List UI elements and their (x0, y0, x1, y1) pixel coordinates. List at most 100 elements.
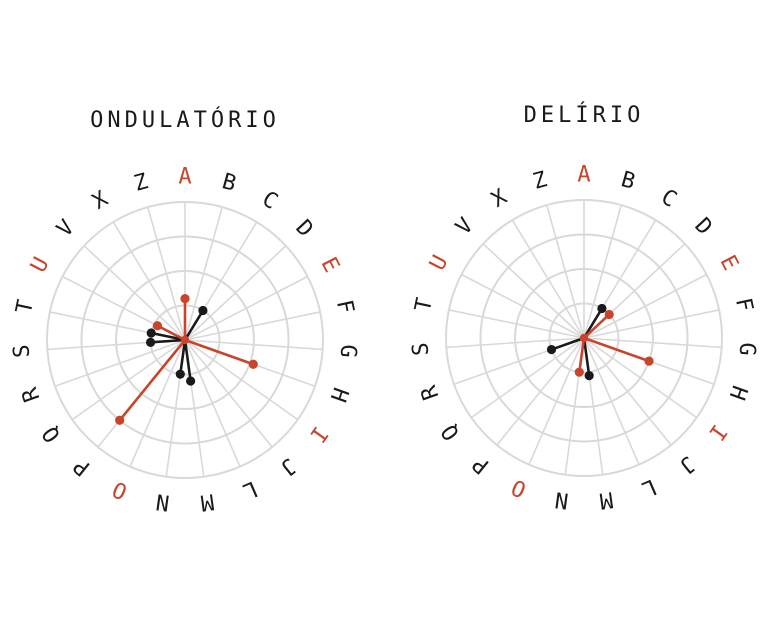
letter-label-h: H (724, 382, 752, 403)
letter-label-j: J (674, 451, 700, 479)
stroke-line-n (179, 338, 187, 376)
letter-label-g: G (335, 344, 361, 359)
stroke-dot-u (152, 321, 163, 331)
letter-label-m: M (199, 488, 216, 515)
letter-label-d: D (689, 213, 716, 240)
letter-label-x: X (487, 184, 512, 213)
word-title: ONDULATÓRIO (90, 107, 280, 133)
letter-label-e: E (715, 251, 743, 274)
letter-label-g: G (734, 342, 760, 357)
grid-spoke (583, 337, 640, 465)
grid-spoke (583, 309, 720, 339)
center-dot (579, 333, 589, 343)
letter-strokes (546, 303, 654, 381)
grid-spoke (545, 204, 585, 339)
stroke-dot-r (546, 344, 557, 355)
grid-spoke (146, 206, 186, 341)
letter-label-j: J (275, 453, 301, 481)
grid-spoke (511, 219, 585, 339)
grid-spoke (184, 339, 241, 467)
letter-label-m: M (598, 486, 615, 513)
stroke-dot-s (145, 337, 156, 347)
stroke-dot-n (574, 367, 584, 377)
stroke-dot-m (584, 370, 594, 381)
grid-spoke (184, 339, 299, 421)
stroke-dot-m (186, 376, 196, 386)
grid-spoke (583, 337, 698, 419)
letter-label-u: U (425, 251, 453, 274)
letter-label-v: V (451, 213, 478, 240)
letter-label-t: T (411, 296, 438, 314)
grid-spoke (184, 339, 273, 448)
stroke-line-h (183, 338, 255, 366)
grid-spoke (184, 206, 224, 341)
letter-label-z: Z (530, 167, 550, 195)
letter-label-o: O (109, 475, 131, 503)
grid-spoke (129, 339, 186, 467)
stroke-line-d (582, 313, 611, 340)
stroke-dot-t (146, 328, 156, 338)
letter-label-s: S (9, 344, 35, 359)
letter-label-b: B (618, 167, 638, 195)
stroke-dot-a (180, 294, 190, 304)
letter-label-n: N (155, 488, 172, 515)
stroke-line-m (582, 336, 591, 377)
letter-label-l: L (239, 475, 261, 503)
letter-label-v: V (52, 215, 79, 242)
letter-label-i: I (304, 421, 332, 446)
letter-label-l: L (638, 473, 660, 501)
stroke-dot-n (175, 369, 185, 379)
stroke-dot-c (198, 305, 208, 316)
stroke-dot-h (248, 359, 258, 369)
grid-spoke (112, 221, 186, 341)
grid-spoke (461, 273, 585, 339)
word-title: DELÍRIO (524, 102, 645, 128)
grid-spoke (184, 311, 321, 341)
stroke-dot-h (644, 356, 654, 366)
stroke-line-s (149, 338, 187, 344)
letter-label-a: A (178, 165, 191, 190)
grid-spoke (448, 309, 585, 339)
grid-spoke (446, 337, 585, 349)
letter-label-r: R (17, 383, 45, 405)
grid-spoke (470, 337, 585, 419)
stroke-line-p (118, 338, 187, 422)
letter-label-s: S (408, 342, 434, 357)
grid-spoke (496, 337, 585, 446)
grid-spoke (54, 339, 186, 387)
letter-label-r: R (416, 381, 444, 403)
letter-label-h: H (325, 384, 353, 405)
stroke-line-h (582, 336, 651, 363)
letter-label-i: I (703, 419, 731, 444)
stroke-dot-d (604, 309, 614, 320)
grid-spoke (583, 337, 672, 446)
center-dot (180, 335, 190, 345)
grid-spoke (482, 243, 585, 339)
letter-label-o: O (508, 473, 530, 501)
letter-label-z: Z (131, 169, 151, 197)
stroke-line-c (582, 307, 604, 340)
letter-label-c: C (657, 185, 681, 213)
letter-label-q: Q (38, 421, 66, 446)
stroke-dot-p (115, 415, 125, 425)
grid-spoke (83, 245, 186, 341)
letter-label-q: Q (437, 419, 465, 444)
stroke-line-r (550, 336, 586, 351)
stroke-line-n (578, 336, 586, 374)
grid-spoke (184, 245, 287, 341)
letter-label-u: U (26, 253, 54, 276)
grid-spoke (583, 273, 707, 339)
grid-spoke (583, 337, 722, 349)
stroke-line-u (156, 324, 187, 342)
letter-label-x: X (88, 186, 113, 215)
letter-label-f: F (331, 298, 358, 316)
grid-spoke (528, 337, 585, 465)
letter-label-p: P (468, 451, 494, 479)
letter-label-c: C (258, 187, 282, 215)
letter-label-n: N (554, 486, 571, 513)
letter-label-f: F (730, 296, 757, 314)
stroke-line-t (149, 331, 187, 342)
